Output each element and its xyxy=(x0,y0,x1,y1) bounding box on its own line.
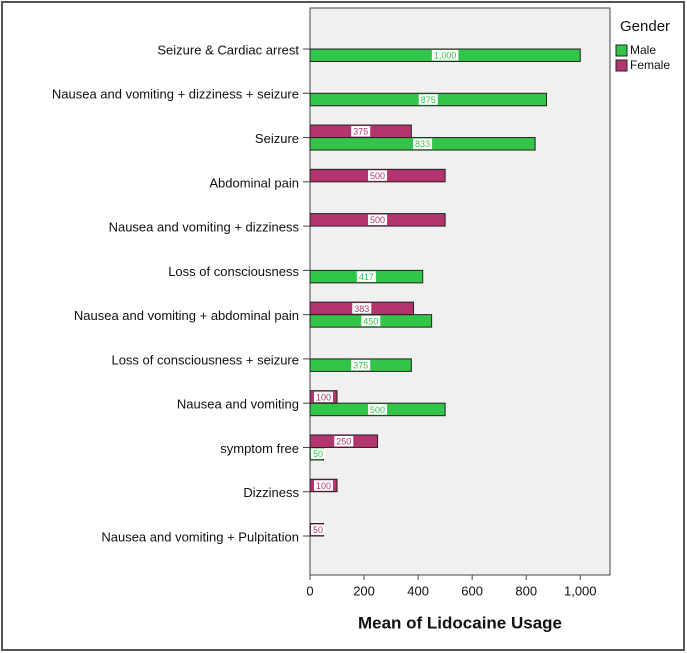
value-label-bg xyxy=(356,271,376,282)
value-label: 500 xyxy=(370,215,385,225)
value-label: 500 xyxy=(370,405,385,415)
value-label-bg xyxy=(368,170,388,181)
y-tick-label: Seizure xyxy=(255,131,299,146)
value-label-bg xyxy=(313,480,334,491)
value-label-bg xyxy=(351,126,371,137)
value-label: 50 xyxy=(313,449,323,459)
value-label-bg xyxy=(431,50,459,61)
x-tick-label: 400 xyxy=(407,583,429,598)
value-label-bg xyxy=(368,404,388,415)
value-label-bg xyxy=(310,448,326,459)
value-label: 450 xyxy=(363,316,378,326)
x-axis-title: Mean of Lidocaine Usage xyxy=(358,613,562,632)
value-label: 100 xyxy=(316,392,331,402)
value-label: 417 xyxy=(359,272,374,282)
legend-swatch xyxy=(615,59,628,72)
value-label: 375 xyxy=(353,127,368,137)
value-label-bg xyxy=(351,359,371,371)
value-label-bg xyxy=(418,94,438,105)
value-label: 375 xyxy=(353,361,368,371)
y-tick-label: Nausea and vomiting + Pulpitation xyxy=(101,529,299,544)
value-label: 833 xyxy=(415,139,430,149)
x-tick-label: 200 xyxy=(353,583,375,598)
value-label: 100 xyxy=(316,481,331,491)
value-label-bg xyxy=(361,315,381,327)
legend-label: Male xyxy=(630,43,656,57)
legend-label: Female xyxy=(630,58,670,72)
y-tick-label: Nausea and vomiting + dizziness xyxy=(109,220,300,235)
value-label: 500 xyxy=(370,171,385,181)
x-tick-label: 0 xyxy=(306,583,313,598)
value-label: 250 xyxy=(336,437,351,447)
y-tick-label: Nausea and vomiting + dizziness + seizur… xyxy=(52,87,299,102)
value-label-bg xyxy=(352,303,372,314)
value-label-bg xyxy=(313,391,334,403)
x-tick-label: 600 xyxy=(461,583,483,598)
x-tick-label: 800 xyxy=(515,583,537,598)
y-tick-label: Seizure & Cardiac arrest xyxy=(157,42,299,57)
value-label-bg xyxy=(310,524,326,535)
legend-title: Gender xyxy=(620,18,670,35)
y-tick-label: symptom free xyxy=(220,441,299,456)
value-label: 875 xyxy=(421,95,436,105)
y-tick-label: Abdominal pain xyxy=(209,175,299,190)
value-label-bg xyxy=(413,138,433,150)
y-tick-label: Dizziness xyxy=(243,485,299,500)
value-label-bg xyxy=(368,214,388,226)
y-tick-label: Loss of consciousness xyxy=(168,264,299,279)
legend-swatch xyxy=(615,44,628,57)
value-label: 383 xyxy=(354,304,369,314)
y-tick-label: Nausea and vomiting xyxy=(177,397,299,412)
x-tick-label: 1,000 xyxy=(564,583,597,598)
value-label: 1,000 xyxy=(434,51,457,61)
value-label-bg xyxy=(334,435,354,447)
y-tick-label: Nausea and vomiting + abdominal pain xyxy=(74,308,299,323)
value-label: 50 xyxy=(313,525,323,535)
y-tick-label: Loss of consciousness + seizure xyxy=(111,352,299,367)
